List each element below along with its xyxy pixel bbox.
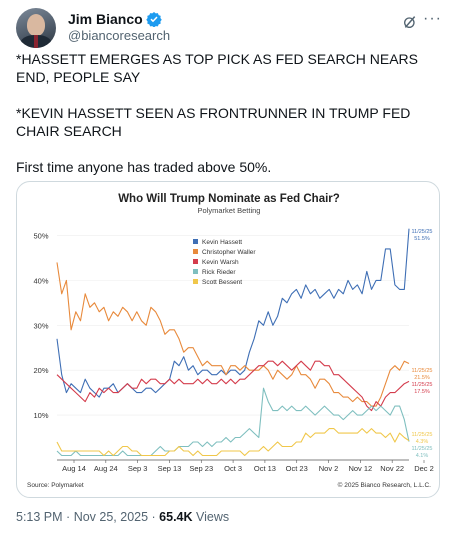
chart-copyright: © 2025 Bianco Research, L.L.C. — [338, 481, 432, 489]
end-date-label: 11/25/25 — [411, 446, 432, 452]
end-date-label: 11/25/25 — [411, 382, 432, 388]
tweet-paragraph: First time anyone has traded above 50%. — [16, 159, 272, 175]
y-tick-label: 20% — [33, 366, 48, 375]
series-line-kevin-hassett — [56, 228, 410, 398]
x-tick-label: Dec 2 — [414, 464, 434, 473]
legend-label: Rick Rieder — [202, 269, 236, 276]
y-tick-label: 40% — [33, 276, 48, 285]
x-tick-label: Aug 24 — [94, 464, 118, 473]
x-tick-label: Aug 14 — [62, 464, 86, 473]
tweet-paragraph: *HASSETT EMERGES AS TOP PICK AS FED SEAR… — [16, 51, 418, 85]
x-tick-label: Sep 23 — [189, 464, 213, 473]
legend-label: Kevin Hassett — [202, 239, 242, 246]
end-value-label: 4.1% — [416, 453, 429, 459]
x-tick-label: Oct 23 — [286, 464, 308, 473]
chart-title: Who Will Trump Nominate as Fed Chair? — [118, 193, 340, 205]
author-handle[interactable]: @biancoresearch — [68, 28, 171, 43]
legend-label: Christopher Waller — [202, 249, 256, 256]
y-tick-label: 30% — [33, 321, 48, 330]
x-tick-label: Sep 13 — [158, 464, 182, 473]
tweet-time[interactable]: 5:13 PM — [16, 510, 63, 524]
tweet-paragraph: *KEVIN HASSETT SEEN AS FRONTRUNNER IN TR… — [16, 105, 411, 139]
x-tick-label: Oct 3 — [224, 464, 242, 473]
x-tick-label: Nov 2 — [319, 464, 339, 473]
end-date-label: 11/25/25 — [411, 368, 432, 374]
author-name-row[interactable]: Jim Bianco — [68, 10, 162, 28]
legend-swatch — [193, 269, 198, 274]
verified-badge-icon — [145, 12, 162, 27]
tweet-date[interactable]: Nov 25, 2025 — [73, 510, 149, 524]
end-value-label: 17.5% — [414, 389, 430, 395]
chart-subtitle: Polymarket Betting — [198, 206, 261, 215]
legend-swatch — [193, 259, 198, 264]
x-tick-label: Nov 22 — [380, 464, 404, 473]
x-tick-label: Oct 13 — [254, 464, 276, 473]
more-icon[interactable]: ··· — [423, 10, 442, 27]
series-line-rick-rieder — [56, 387, 410, 457]
end-value-label: 4.3% — [416, 439, 429, 445]
line-chart: Who Will Trump Nominate as Fed Chair?Pol… — [27, 193, 434, 489]
tweet-meta: 5:13 PM · Nov 25, 2025 · 65.4K Views — [16, 510, 230, 524]
end-date-label: 11/25/25 — [411, 432, 432, 438]
avatar[interactable] — [16, 8, 56, 48]
series-line-christopher-waller — [56, 262, 410, 407]
series-line-scott-bessent — [56, 428, 410, 457]
tweet-text: *HASSETT EMERGES AS TOP PICK AS FED SEAR… — [16, 50, 440, 194]
tweet-media-chart[interactable]: Who Will Trump Nominate as Fed Chair? Pol… — [16, 181, 440, 498]
end-value-label: 51.5% — [414, 236, 430, 242]
legend-label: Scott Bessent — [202, 279, 242, 286]
y-tick-label: 10% — [33, 411, 48, 420]
legend-swatch — [193, 239, 198, 244]
y-tick-label: 50% — [33, 231, 48, 240]
legend-label: Kevin Warsh — [202, 259, 239, 266]
grok-icon[interactable] — [402, 14, 418, 30]
end-value-label: 21.5% — [414, 375, 430, 381]
series-line-kevin-warsh — [56, 360, 410, 412]
legend-swatch — [193, 249, 198, 254]
views-label: Views — [196, 510, 230, 524]
x-tick-label: Sep 3 — [128, 464, 148, 473]
view-count: 65.4K — [159, 510, 193, 524]
chart-source: Source: Polymarket — [27, 482, 84, 489]
display-name[interactable]: Jim Bianco — [68, 11, 143, 27]
x-tick-label: Nov 12 — [348, 464, 372, 473]
legend-swatch — [193, 279, 198, 284]
end-date-label: 11/25/25 — [411, 229, 432, 235]
tweet-header: Jim Bianco @biancoresearch ··· — [16, 8, 442, 48]
